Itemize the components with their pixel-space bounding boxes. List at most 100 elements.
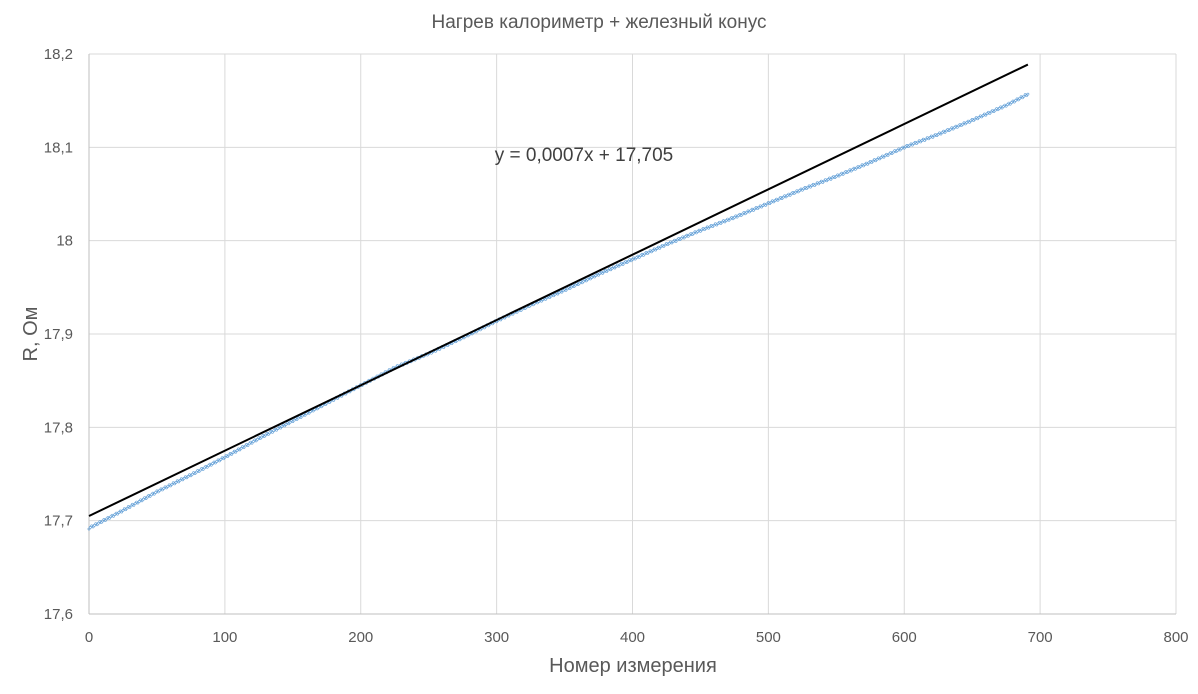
data-point	[565, 287, 569, 291]
data-point	[574, 283, 577, 287]
data-point	[109, 515, 113, 519]
data-point	[890, 152, 894, 155]
data-point	[307, 411, 311, 415]
data-point	[1018, 96, 1022, 100]
data-point	[1022, 94, 1026, 98]
data-point	[535, 301, 539, 305]
data-point	[976, 117, 980, 121]
data-point	[568, 287, 572, 290]
data-point	[170, 482, 174, 486]
data-point	[262, 435, 266, 438]
x-tick-label: 200	[348, 629, 373, 646]
data-point	[266, 433, 270, 436]
data-point	[120, 510, 124, 514]
data-point	[324, 403, 327, 407]
data-point	[582, 279, 585, 283]
data-point	[95, 523, 99, 527]
data-point	[1000, 106, 1004, 110]
x-tick-label: 600	[892, 629, 917, 646]
data-point	[617, 264, 621, 268]
data-point	[540, 299, 543, 303]
data-point	[279, 426, 282, 430]
data-point	[883, 154, 887, 158]
y-tick-label: 17,6	[44, 606, 73, 623]
data-point	[101, 519, 104, 523]
data-point	[213, 461, 217, 465]
data-point	[121, 508, 125, 512]
data-point	[91, 525, 95, 529]
data-point	[250, 441, 254, 445]
data-point	[659, 245, 663, 249]
gridlines	[89, 53, 1177, 614]
data-point	[174, 480, 178, 484]
data-point	[160, 488, 164, 492]
data-point	[886, 153, 890, 157]
data-point	[107, 516, 111, 520]
x-tick-label: 500	[756, 629, 781, 646]
data-point	[148, 494, 152, 498]
data-point	[900, 147, 903, 150]
data-point	[260, 435, 263, 439]
data-point	[271, 430, 274, 434]
trendline	[88, 63, 1029, 517]
data-point	[627, 259, 630, 263]
x-tick-label: 400	[620, 629, 645, 646]
data-point	[556, 292, 560, 296]
data-point	[985, 112, 989, 116]
data-point	[315, 407, 319, 411]
data-point	[1026, 92, 1030, 96]
data-point	[226, 455, 229, 458]
data-point	[552, 294, 556, 298]
data-point	[219, 457, 223, 461]
data-point	[87, 527, 91, 531]
data-point	[304, 412, 308, 416]
data-point	[303, 413, 307, 417]
data-point	[231, 451, 235, 455]
data-point	[295, 418, 299, 421]
x-axis-label: Номер измерения	[549, 655, 717, 677]
data-point	[99, 521, 103, 524]
data-point	[242, 446, 246, 449]
data-point	[1008, 102, 1012, 106]
data-point	[639, 254, 643, 258]
data-point	[117, 511, 121, 514]
data-point	[256, 437, 259, 441]
y-tick-label: 18,2	[44, 46, 73, 63]
y-axis-label: R, Ом	[20, 307, 42, 362]
data-point	[609, 268, 613, 272]
data-point	[129, 504, 133, 508]
data-point	[871, 159, 875, 163]
data-point	[311, 409, 315, 413]
data-point	[239, 446, 243, 450]
data-point	[319, 405, 323, 409]
y-tick-label: 18,1	[44, 139, 73, 156]
data-point	[125, 506, 129, 510]
data-point	[875, 157, 879, 161]
data-point	[162, 486, 166, 490]
data-point	[199, 468, 202, 472]
data-point	[870, 161, 874, 164]
data-point	[103, 519, 107, 522]
data-point	[234, 450, 238, 454]
data-point	[128, 506, 132, 509]
data-point	[203, 466, 206, 470]
data-point	[258, 437, 262, 441]
data-point	[211, 462, 215, 465]
data-point	[93, 523, 96, 527]
data-point	[997, 106, 1001, 110]
data-point	[230, 452, 234, 456]
data-point	[287, 422, 291, 426]
data-point	[186, 474, 190, 478]
data-point	[586, 277, 590, 281]
data-point	[238, 448, 242, 452]
data-point	[181, 478, 185, 482]
data-point	[1016, 98, 1020, 102]
data-point	[1012, 100, 1016, 104]
data-point	[299, 415, 303, 419]
x-tick-label: 800	[1163, 629, 1188, 646]
data-point	[113, 513, 117, 517]
data-point	[633, 257, 637, 261]
data-point	[150, 493, 153, 497]
data-point	[105, 517, 109, 521]
